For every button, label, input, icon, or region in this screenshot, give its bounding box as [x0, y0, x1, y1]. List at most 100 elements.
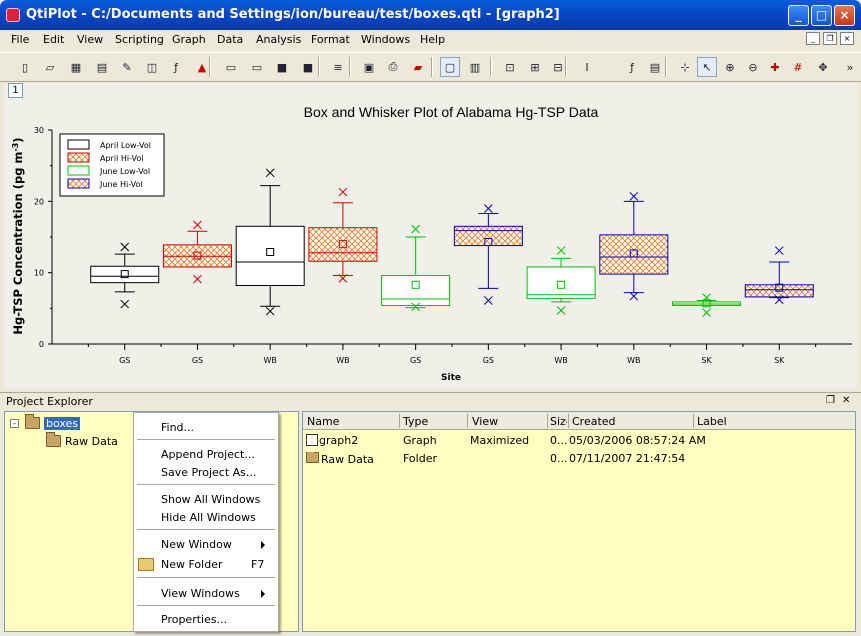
auto-layout-icon[interactable]: ⊟: [553, 60, 563, 74]
table-view-icon[interactable]: ▥: [469, 60, 481, 74]
box-3: [235, 168, 305, 316]
close-button[interactable]: ×: [834, 5, 855, 26]
import-ascii-icon[interactable]: ≡: [333, 60, 343, 74]
project-explorer-icon[interactable]: ▣: [363, 60, 375, 74]
qtiplot-app-icon[interactable]: [6, 8, 20, 22]
menu-data[interactable]: Data: [217, 33, 244, 46]
menu-item-save-project-as[interactable]: Save Project As...: [161, 466, 257, 479]
column-header-view[interactable]: View: [472, 415, 499, 428]
row-name: Raw Data: [321, 453, 374, 466]
created-cell: 07/11/2007 21:47:54: [569, 452, 686, 465]
menu-windows[interactable]: Windows: [361, 33, 411, 46]
menu-file[interactable]: File: [11, 33, 30, 46]
save-icon[interactable]: ■: [276, 60, 288, 74]
mdi-minimize-button[interactable]: _: [806, 32, 820, 45]
table-row[interactable]: Raw Data Folder 0... 07/11/2007 21:47:54: [303, 450, 855, 467]
new-table-icon[interactable]: ▦: [70, 60, 82, 74]
project-list[interactable]: Name Type View Size Created Label graph2…: [302, 411, 856, 632]
new-note-icon[interactable]: ✎: [122, 60, 132, 74]
pointer-icon[interactable]: ↖: [697, 57, 717, 77]
axes: 0 10 20 30 GS GS WB WB GS GS WB WB SK SK: [34, 126, 852, 365]
add-text-icon[interactable]: ▤: [649, 60, 661, 74]
collapse-icon[interactable]: -: [10, 418, 19, 428]
add-function-icon[interactable]: ƒ: [630, 60, 634, 74]
menu-item-new-window[interactable]: New Window: [161, 538, 232, 551]
menu-edit[interactable]: Edit: [43, 33, 65, 46]
menu-item-show-all-windows[interactable]: Show All Windows: [161, 493, 261, 506]
outlier-marker: [774, 246, 784, 255]
open-folder-icon[interactable]: ▭: [225, 60, 237, 74]
menu-item-properties[interactable]: Properties...: [161, 613, 228, 626]
tree-item-boxes[interactable]: - boxes: [10, 414, 81, 431]
graph-window[interactable]: 1 Box and Whisker Plot of Alabama Hg-TSP…: [4, 82, 857, 388]
column-header-label[interactable]: Label: [697, 415, 727, 428]
outlier-marker: [338, 274, 348, 283]
maximize-button[interactable]: □: [811, 5, 832, 26]
menu-item-view-windows[interactable]: View Windows: [161, 587, 240, 600]
menu-format[interactable]: Format: [311, 33, 350, 46]
data-reader-icon[interactable]: ✚: [770, 60, 780, 74]
open-project-icon[interactable]: ▱: [45, 60, 55, 74]
more-icon[interactable]: »: [846, 60, 854, 74]
column-header-created[interactable]: Created: [572, 415, 616, 428]
add-error-bars-icon[interactable]: Ι: [585, 60, 589, 74]
minimize-button[interactable]: _: [788, 5, 809, 26]
screen-reader-icon[interactable]: #: [793, 60, 803, 74]
export-pdf-icon[interactable]: ▰: [413, 60, 423, 74]
project-explorer-header: Project Explorer ❐ ✕: [0, 392, 861, 409]
print-icon[interactable]: ⎙: [388, 60, 398, 73]
outlier-marker: [265, 306, 275, 316]
column-header-name[interactable]: Name: [307, 415, 340, 428]
box-plot-chart[interactable]: Box and Whisker Plot of Alabama Hg-TSP D…: [4, 82, 857, 388]
add-layer-icon[interactable]: ⊡: [505, 60, 515, 74]
new-graph-icon[interactable]: ◫: [146, 60, 158, 74]
menu-help[interactable]: Help: [420, 33, 446, 46]
box-iqr: [599, 234, 669, 275]
zoom-out-icon[interactable]: ⊖: [748, 60, 758, 74]
legend-label: June Low-Vol: [99, 167, 150, 176]
save-as-icon[interactable]: ■: [302, 60, 314, 74]
column-header-type[interactable]: Type: [403, 415, 429, 428]
size-cell: 0...: [550, 452, 568, 465]
legend-swatch: [67, 139, 90, 150]
menu-bar: File Edit View Scripting Graph Data Anal…: [0, 30, 861, 50]
type-cell: Folder: [403, 452, 437, 465]
new-project-icon[interactable]: ▯: [21, 60, 29, 74]
menu-item-new-folder[interactable]: New Folder: [161, 558, 223, 571]
folder-open-icon: [25, 414, 40, 429]
zoom-in-icon[interactable]: ⊕: [725, 60, 735, 74]
new-matrix-icon[interactable]: ▤: [96, 60, 108, 74]
mean-marker: [411, 280, 420, 289]
x-tick-label: WB: [336, 356, 349, 365]
new-function-icon[interactable]: ƒ: [174, 60, 178, 74]
mdi-close-button[interactable]: ×: [840, 32, 854, 45]
column-header-size[interactable]: Size: [550, 415, 567, 428]
select-data-range-icon[interactable]: ⊹: [680, 60, 690, 74]
menu-item-hide-all-windows[interactable]: Hide All Windows: [161, 511, 256, 524]
x-tick-label: WB: [554, 356, 567, 365]
box-1: [90, 242, 160, 309]
new-3d-plot-icon[interactable]: ▲: [197, 60, 207, 74]
open-template-icon[interactable]: ▭: [251, 60, 263, 74]
menu-scripting[interactable]: Scripting: [115, 33, 164, 46]
close-panel-icon[interactable]: ✕: [842, 395, 851, 406]
table-row[interactable]: graph2 Graph Maximized 0... 05/03/2006 0…: [303, 432, 855, 449]
mean-marker: [484, 237, 493, 246]
box-4: [308, 187, 378, 283]
menu-view[interactable]: View: [77, 33, 104, 46]
layer-button[interactable]: 1: [8, 83, 23, 98]
name-cell: Raw Data: [306, 452, 374, 466]
toolbar-separator: [209, 57, 211, 77]
mdi-restore-button[interactable]: ❐: [823, 32, 837, 45]
menu-item-append-project[interactable]: Append Project...: [161, 448, 255, 461]
arrange-layers-icon[interactable]: ⊞: [530, 60, 540, 74]
menu-analysis[interactable]: Analysis: [256, 33, 302, 46]
menu-item-find[interactable]: Find...: [161, 421, 195, 434]
tree-item-raw-data[interactable]: Raw Data: [46, 432, 118, 449]
view-results-icon[interactable]: ▢: [440, 57, 460, 77]
move-points-icon[interactable]: ✥: [818, 60, 828, 74]
menu-graph[interactable]: Graph: [172, 33, 206, 46]
toolbar-separator: [490, 57, 492, 77]
mean-marker: [120, 270, 129, 279]
undock-icon[interactable]: ❐: [826, 395, 835, 406]
